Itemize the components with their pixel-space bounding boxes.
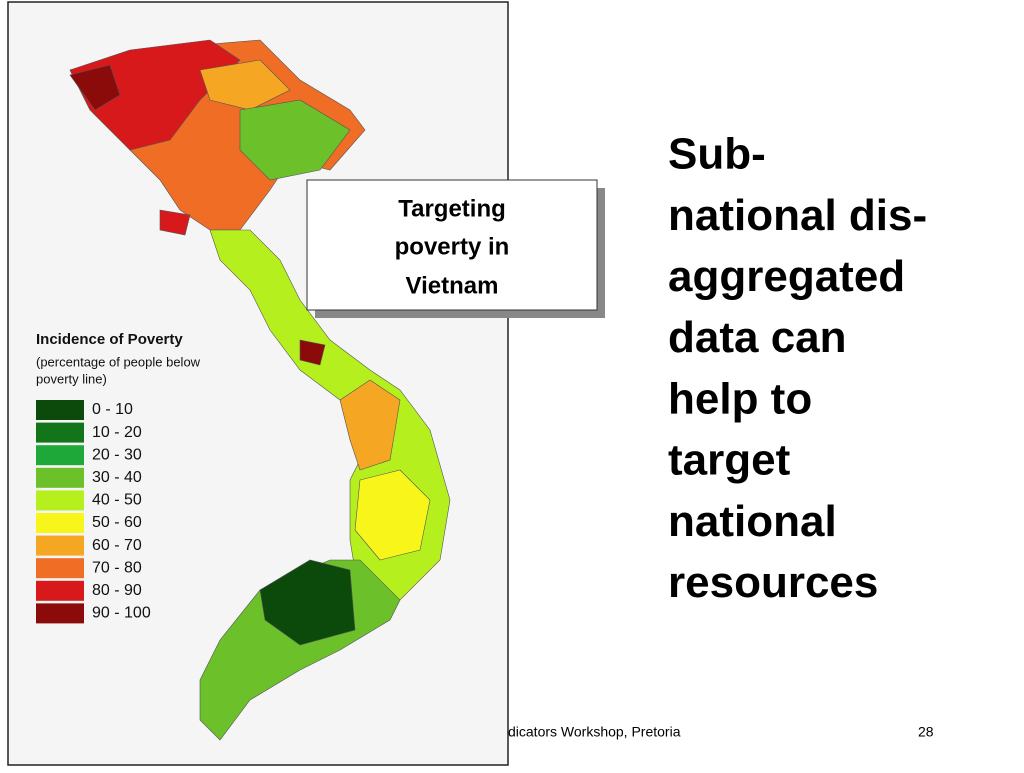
legend-swatch xyxy=(36,558,84,579)
legend-label: 40 - 50 xyxy=(92,492,142,509)
body-line: target xyxy=(668,436,791,485)
legend-label: 20 - 30 xyxy=(92,446,142,463)
highland-south xyxy=(354,469,431,561)
body-text: Sub-national dis-aggregated data can help … xyxy=(668,130,927,607)
delta-region xyxy=(239,99,351,181)
legend-label: 0 - 10 xyxy=(92,401,133,418)
legend-swatch xyxy=(36,603,84,624)
legend-label: 10 - 20 xyxy=(92,424,142,441)
legend-items: 0 - 10 10 - 20 20 - 30 30 - 40 40 - 50 50 - 6… xyxy=(36,400,151,624)
northwest-dark xyxy=(69,64,121,111)
callout-box xyxy=(306,179,598,311)
callout-text: poverty in xyxy=(395,233,510,260)
callout-text: Targeting xyxy=(398,195,506,222)
legend-swatch xyxy=(36,535,84,556)
legend-swatch xyxy=(36,422,84,443)
central-dark xyxy=(299,339,326,366)
southeast-region xyxy=(259,559,356,646)
legend-label: 80 - 90 xyxy=(92,582,142,599)
body-line: national dis- xyxy=(668,191,927,240)
northeast-region xyxy=(199,59,291,111)
legend-swatch xyxy=(36,467,84,488)
west-region xyxy=(159,209,191,236)
legend-swatch xyxy=(36,490,84,511)
legend-label: 50 - 60 xyxy=(92,514,142,531)
legend-subtitle: poverty line) xyxy=(36,371,107,386)
legend-title: Incidence of Poverty xyxy=(36,331,183,348)
body-line: data can xyxy=(668,313,847,362)
body-line: aggregated xyxy=(668,252,905,301)
legend-swatch xyxy=(36,445,84,466)
legend-swatch xyxy=(36,580,84,601)
legend-label: 90 - 100 xyxy=(92,605,151,622)
central-highland xyxy=(339,379,401,471)
legend-swatch xyxy=(36,513,84,533)
body-line: help to xyxy=(668,374,812,423)
legend-swatch xyxy=(36,400,84,420)
legend-label: 70 - 80 xyxy=(92,559,142,576)
footer-text: dicators Workshop, Pretoria xyxy=(508,724,681,740)
body-line: national xyxy=(668,497,837,546)
legend-subtitle: (percentage of people below xyxy=(36,354,201,369)
legend: Incidence of Poverty (percentage of peop… xyxy=(36,331,201,624)
northwest-region xyxy=(69,39,241,151)
body-line: Sub- xyxy=(668,130,766,179)
callout-text: Vietnam xyxy=(406,272,499,299)
page-number: 28 xyxy=(918,724,934,740)
legend-label: 30 - 40 xyxy=(92,469,142,486)
vietnam-map xyxy=(69,39,451,741)
body-line: resources xyxy=(668,558,878,607)
legend-label: 60 - 70 xyxy=(92,537,142,554)
